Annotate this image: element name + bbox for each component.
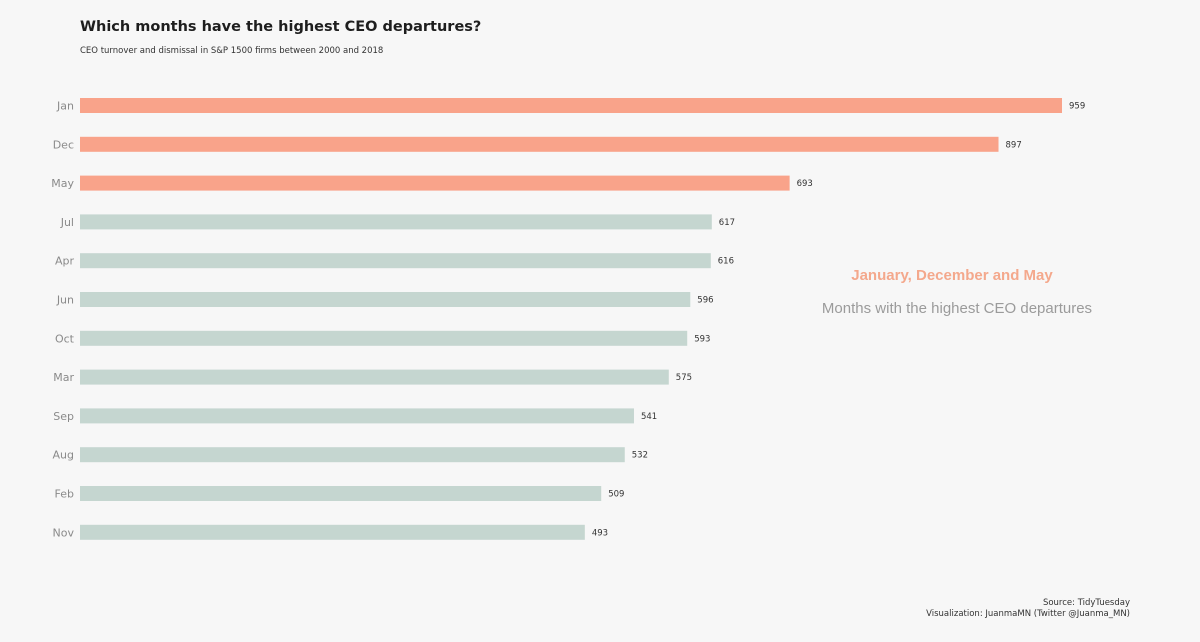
bar-mar xyxy=(80,369,669,385)
bar-dec xyxy=(80,136,999,152)
value-label-sep: 541 xyxy=(641,412,657,422)
value-label-jul: 617 xyxy=(719,218,735,228)
caption: Source: TidyTuesday Visualization: Juanm… xyxy=(926,598,1130,619)
bar-nov xyxy=(80,524,585,540)
source-credit: Source: TidyTuesday xyxy=(1042,598,1130,608)
bar-oct xyxy=(80,330,688,346)
month-label-jul: Jul xyxy=(60,216,74,229)
month-label-may: May xyxy=(51,177,74,190)
value-label-feb: 509 xyxy=(608,490,624,500)
bar-may xyxy=(80,175,790,191)
bar-jun xyxy=(80,292,691,307)
month-label-nov: Nov xyxy=(53,526,75,539)
value-label-mar: 575 xyxy=(676,373,692,383)
value-label-apr: 616 xyxy=(718,257,734,267)
month-label-mar: Mar xyxy=(53,371,74,384)
chart-subtitle: CEO turnover and dismissal in S&P 1500 f… xyxy=(80,46,384,56)
month-label-sep: Sep xyxy=(53,410,74,423)
month-label-aug: Aug xyxy=(53,449,74,462)
value-label-oct: 593 xyxy=(694,334,710,344)
month-label-feb: Feb xyxy=(55,488,74,501)
bar-apr xyxy=(80,253,711,269)
bar-aug xyxy=(80,447,625,463)
chart-title: Which months have the highest CEO depart… xyxy=(80,19,482,35)
value-label-may: 693 xyxy=(797,179,813,189)
month-label-apr: Apr xyxy=(55,255,75,268)
month-label-oct: Oct xyxy=(55,332,75,345)
value-label-dec: 897 xyxy=(1006,140,1022,150)
visualization-credit: Visualization: JuanmaMN (Twitter @Juanma… xyxy=(926,608,1130,619)
value-label-jun: 596 xyxy=(697,296,713,306)
value-label-jan: 959 xyxy=(1069,102,1085,112)
month-label-jun: Jun xyxy=(56,294,74,307)
bar-jan xyxy=(80,98,1062,113)
bar-jul xyxy=(80,214,712,230)
annotation-text: Months with the highest CEO departures xyxy=(821,300,1093,317)
bars-group: Jan 959 Dec 897 May 693 Jul 617 Apr 616 Jun 596 Oct 5… xyxy=(51,98,1085,540)
month-label-jan: Jan xyxy=(56,100,74,113)
value-label-aug: 532 xyxy=(632,451,648,461)
bar-sep xyxy=(80,408,634,424)
annotation-highlight: January, December and May xyxy=(851,267,1053,284)
bar-feb xyxy=(80,486,602,501)
month-label-dec: Dec xyxy=(53,138,74,151)
value-label-nov: 493 xyxy=(592,528,608,538)
